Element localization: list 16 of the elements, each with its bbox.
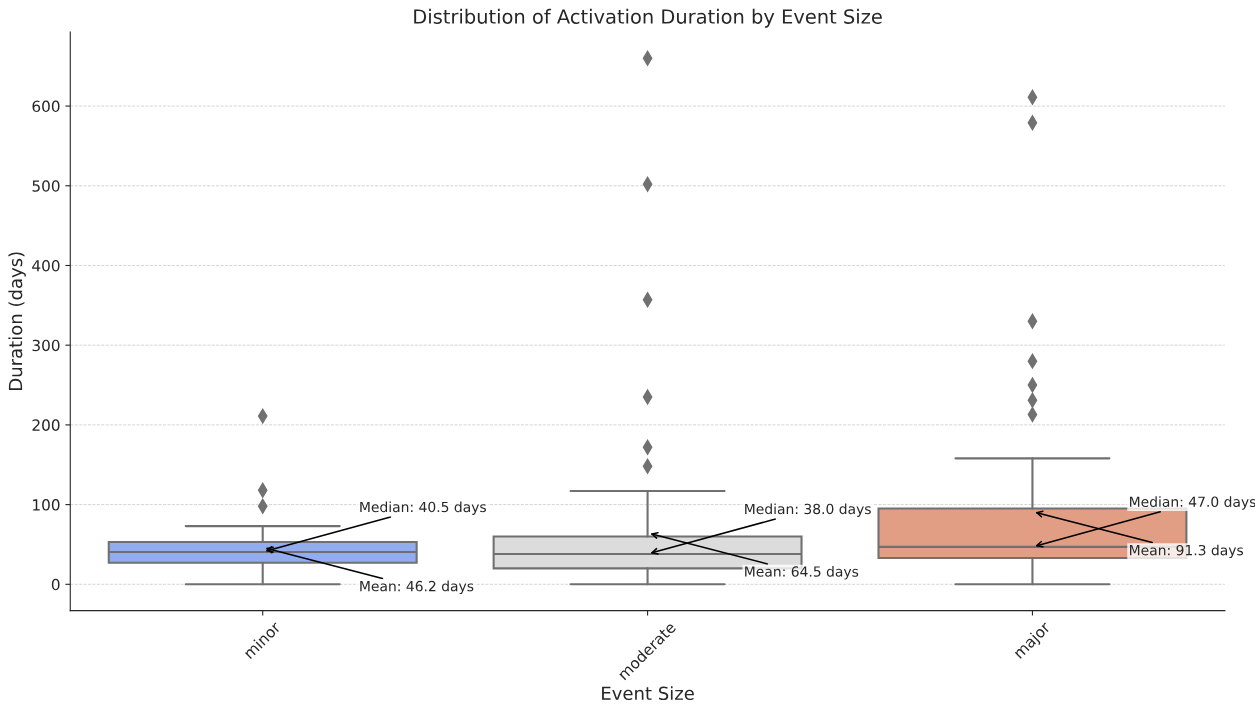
x-axis-title: Event Size — [602, 686, 694, 701]
y-tick-label: 200 — [32, 419, 60, 431]
y-tick-label: 400 — [32, 259, 60, 272]
annotation: Median: 40.5 days — [360, 501, 486, 515]
y-tick-label: 600 — [32, 100, 60, 113]
y-tick-label: 500 — [32, 180, 60, 192]
y-tick-label: 0 — [51, 578, 60, 591]
annotation: Mean: 46.2 days — [360, 580, 474, 595]
annotation: Mean: 64.5 days — [745, 566, 859, 580]
annotation: Mean: 91.3 days — [1130, 544, 1244, 559]
annotation: Median: 47.0 days — [1130, 496, 1255, 510]
y-tick-label: 100 — [33, 499, 60, 511]
chart-title: Distribution of Activation Duration by Event Size — [414, 8, 882, 28]
y-tick-label: 300 — [32, 339, 60, 352]
annotation: Median: 38.0 days — [745, 503, 871, 517]
y-axis-title: Duration (days) — [8, 252, 26, 390]
